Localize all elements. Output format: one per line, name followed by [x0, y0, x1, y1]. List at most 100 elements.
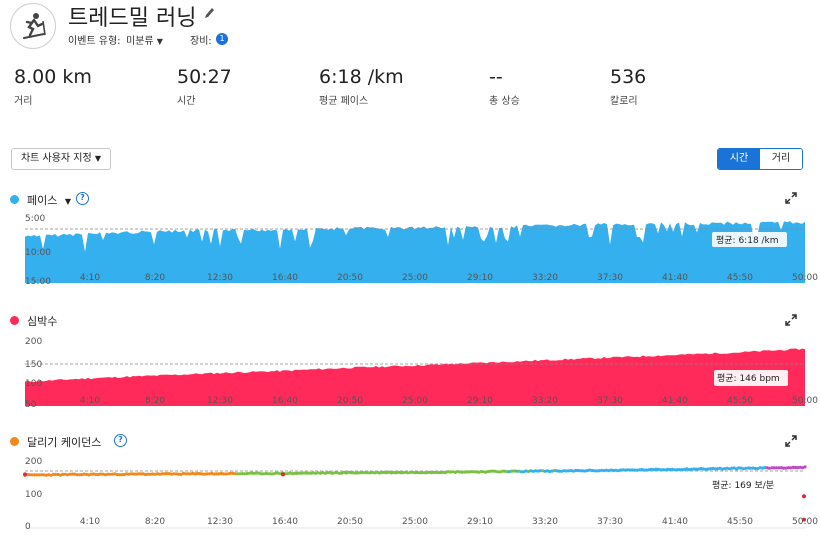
cadence-chart[interactable]: 200 100 0 평균: 169 보/분 4:10 8:20 12:30 16:40…	[0, 453, 820, 533]
cadence-point	[247, 471, 252, 475]
cadence-point	[49, 473, 53, 477]
edit-pencil-icon[interactable]	[203, 6, 215, 20]
cadence-point	[37, 473, 41, 477]
cadence-point	[347, 470, 351, 474]
cadence-point	[793, 465, 798, 470]
cadence-point	[82, 472, 86, 476]
cadence-point	[321, 471, 325, 475]
cadence-point	[663, 468, 668, 472]
cadence-point	[756, 467, 760, 471]
cadence-point	[737, 466, 741, 470]
x-axis-tick: 45:50	[727, 396, 753, 406]
cadence-point	[117, 473, 122, 477]
pace-expand-icon[interactable]	[785, 192, 797, 204]
cadence-point	[186, 472, 190, 476]
cadence-point	[621, 468, 625, 472]
event-type-label: 이벤트 유형:	[68, 36, 121, 47]
cadence-point	[162, 472, 167, 476]
cadence-point	[255, 471, 259, 475]
cadence-point	[351, 471, 356, 475]
treadmill-running-icon	[23, 13, 46, 39]
pace-chart[interactable]: 5:00 10:00 15:00 평균: 6:18 /km 4:10 8:20 12…	[0, 210, 820, 286]
cadence-point	[498, 470, 502, 474]
cadence-point	[56, 472, 60, 477]
cadence-point	[692, 467, 696, 471]
toggle-time-button[interactable]: 시간	[718, 149, 760, 169]
cadence-point	[732, 466, 736, 470]
pace-y-tick: 15:00	[25, 277, 51, 286]
customize-chart-label: 차트 사용자 지정	[20, 153, 92, 164]
cadence-point	[373, 471, 377, 475]
activity-title[interactable]: 트레드밀 러닝	[68, 6, 197, 31]
stat-distance-value: 8.00 km	[14, 66, 92, 88]
cadence-outlier-point	[802, 517, 806, 522]
stat-distance-label: 거리	[14, 96, 33, 107]
cadence-point	[243, 472, 247, 476]
cadence-help-icon[interactable]: ?	[114, 434, 127, 447]
cadence-point	[132, 472, 136, 476]
cadence-point	[626, 468, 630, 472]
heart-rate-y-tick: 200	[25, 337, 42, 347]
cadence-point	[165, 472, 169, 476]
cadence-point	[557, 469, 561, 473]
cadence-point	[392, 470, 396, 475]
cadence-point	[89, 472, 93, 476]
cadence-point	[39, 473, 44, 477]
cadence-point	[143, 472, 148, 477]
cadence-point	[481, 470, 486, 474]
gear-count-badge[interactable]: 1	[216, 33, 228, 45]
cadence-point	[169, 472, 174, 476]
x-axis-tick: 41:40	[662, 396, 688, 406]
cadence-point	[139, 472, 143, 476]
customize-chart-button[interactable]: 차트 사용자 지정 ▼	[11, 148, 111, 170]
cadence-point	[91, 472, 96, 476]
cadence-point	[791, 465, 795, 469]
cadence-point	[801, 466, 805, 470]
cadence-point	[715, 467, 720, 471]
cadence-y-tick: 0	[25, 522, 31, 532]
cadence-point	[87, 473, 91, 477]
cadence-point	[106, 472, 110, 476]
cadence-point	[538, 469, 542, 473]
event-type-dropdown[interactable]: 미분류 ▼	[126, 32, 163, 47]
cadence-point	[569, 469, 573, 473]
cadence-expand-icon[interactable]	[785, 435, 797, 447]
cadence-point	[172, 472, 176, 476]
cadence-point	[99, 472, 103, 476]
cadence-point	[335, 471, 339, 475]
cadence-point	[250, 471, 254, 475]
cadence-point	[434, 470, 438, 474]
cadence-point	[203, 472, 207, 476]
pace-chart-title[interactable]: 페이스 ▼	[27, 192, 71, 208]
cadence-point	[753, 466, 758, 471]
cadence-point	[510, 469, 514, 473]
x-axis-tick: 29:10	[467, 396, 493, 406]
cadence-point	[177, 472, 181, 476]
cadence-point	[61, 472, 65, 476]
x-axis-toggle: 시간 거리	[717, 148, 803, 170]
cadence-point	[257, 471, 261, 475]
pace-y-tick: 10:00	[25, 248, 51, 258]
cadence-point	[446, 470, 450, 474]
cadence-point	[307, 471, 311, 475]
x-axis-tick: 25:00	[402, 273, 428, 283]
cadence-point	[302, 471, 306, 475]
pace-help-icon[interactable]: ?	[76, 192, 89, 205]
cadence-point	[238, 472, 242, 476]
cadence-point	[129, 472, 133, 476]
cadence-point	[555, 469, 559, 473]
cadence-point	[264, 471, 268, 476]
cadence-point	[94, 472, 98, 477]
heart-rate-expand-icon[interactable]	[785, 314, 797, 326]
cadence-point	[758, 466, 762, 470]
cadence-point	[562, 469, 566, 473]
cadence-point	[519, 470, 524, 474]
activity-type-avatar	[10, 3, 56, 49]
cadence-point	[359, 471, 363, 475]
cadence-point	[28, 473, 32, 477]
heart-rate-chart[interactable]: 200 150 100 50 평균: 146 bpm 4:10 8:20 12:30…	[0, 334, 820, 408]
cadence-point	[585, 468, 590, 473]
toggle-distance-button[interactable]: 거리	[760, 149, 802, 169]
caret-down-icon: ▼	[94, 154, 102, 163]
x-axis-tick: 20:50	[337, 517, 363, 527]
